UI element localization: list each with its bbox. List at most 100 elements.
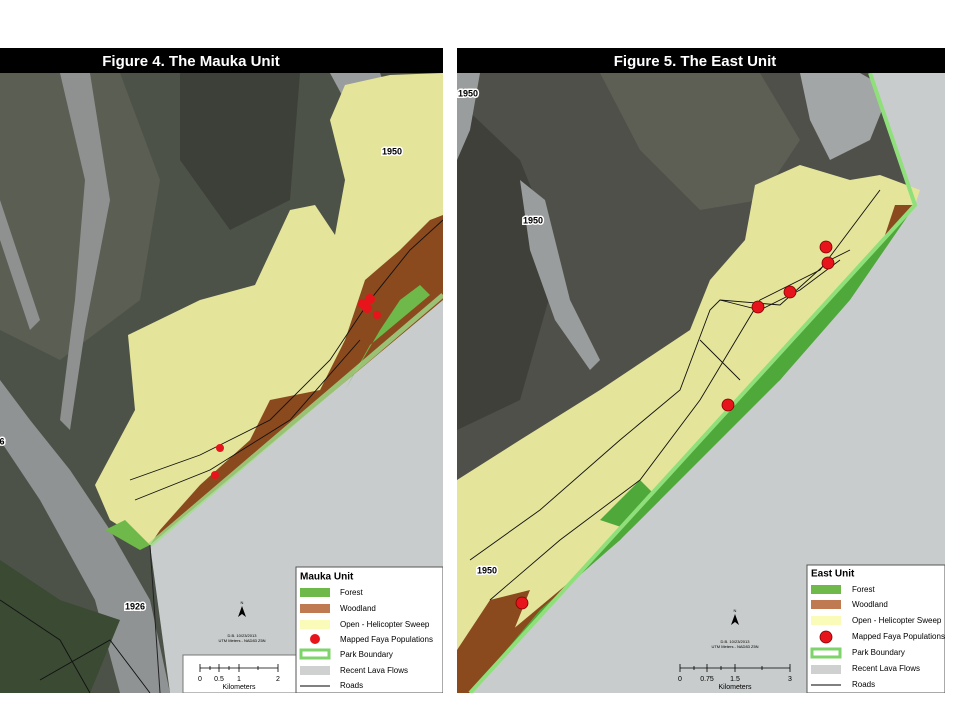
credit: UTM Meters - NAD83 Z5N (218, 638, 265, 643)
scale-unit: Kilometers (222, 684, 256, 691)
faya-point (819, 240, 833, 254)
legend-label: Forest (852, 585, 875, 594)
forest (600, 480, 660, 530)
title-bar (0, 48, 443, 73)
road (129, 219, 443, 481)
north-arrow (238, 606, 246, 617)
terrain (0, 560, 120, 693)
legend-title: East Unit (811, 569, 855, 580)
legend-swatch (300, 588, 330, 597)
road (489, 189, 881, 601)
legend-swatch (819, 630, 833, 644)
faya-point (821, 256, 835, 270)
legend-swatch (300, 620, 330, 629)
road (699, 259, 841, 381)
road (0, 599, 151, 693)
map: 1950 1926 6 N D.B. 10/23/2013 UTM Meters… (0, 73, 443, 693)
legend-swatch (811, 585, 841, 594)
lava-flow (0, 200, 40, 330)
scale-tick: 2 (276, 676, 280, 683)
legend-title: Mauka Unit (300, 572, 354, 583)
faya-point (515, 596, 529, 610)
legend-label: Park Boundary (340, 650, 393, 659)
terrain (0, 73, 160, 360)
legend-label: Recent Lava Flows (340, 666, 408, 675)
lava-flow (0, 380, 170, 693)
legend-label: Mapped Faya Populations (340, 635, 433, 644)
legend-label: Woodland (340, 604, 376, 613)
scale-bar (199, 664, 279, 672)
forest (345, 285, 430, 390)
lava-label: 1950 (458, 88, 478, 98)
map: 1950 1950 1950 N D.B. 10/23/2013 UTM Met… (457, 73, 945, 693)
faya-point (721, 398, 735, 412)
legend-swatch (300, 604, 330, 613)
scale-tick: 0.5 (214, 676, 224, 683)
credit: D.B. 10/23/2013 (228, 633, 258, 638)
terrain (600, 73, 800, 210)
faya-point (216, 444, 224, 452)
legend-swatch (300, 666, 330, 675)
legend-label: Forest (340, 588, 363, 597)
scale-tick: 0 (678, 676, 682, 683)
credit: UTM Meters - NAD83 Z5N (711, 644, 758, 649)
faya-point (373, 311, 381, 319)
ocean (470, 73, 945, 693)
faya-point (783, 285, 797, 299)
park-boundary (148, 293, 443, 547)
forest (105, 520, 150, 550)
legend: East Unit Forest Woodland Open - Helicop… (806, 564, 945, 693)
north-label: N (734, 608, 737, 613)
open-area (457, 165, 920, 693)
legend-label: Recent Lava Flows (852, 664, 920, 673)
legend-label: Mapped Faya Populations (852, 632, 945, 641)
scale-bar (679, 664, 791, 672)
scale-unit: Kilometers (718, 684, 752, 691)
figure-title: Figure 4. The Mauka Unit (102, 53, 280, 70)
lava-label: 1950 (382, 146, 402, 156)
park-boundary (468, 73, 918, 693)
lava-flow (60, 73, 110, 430)
title-bar (457, 48, 945, 73)
scale-box (182, 654, 297, 693)
road (134, 339, 361, 501)
faya-points (515, 240, 835, 610)
lava-flow (800, 73, 890, 160)
credit: D.B. 10/23/2013 (721, 639, 751, 644)
open-area (95, 73, 443, 545)
lava-label: 1950 (477, 565, 497, 575)
legend-label: Open - Helicopter Sweep (852, 616, 942, 625)
legend-label: Park Boundary (852, 648, 905, 657)
lava-label: 1926 (125, 601, 145, 611)
faya-point (211, 471, 219, 479)
lava-label: 6 (0, 436, 5, 446)
legend-swatch (811, 665, 841, 674)
faya-point (751, 300, 765, 314)
faya-point (362, 303, 372, 313)
scale-tick: 0 (198, 676, 202, 683)
legend-label: Open - Helicopter Sweep (340, 620, 430, 629)
scale-tick: 0.75 (700, 676, 714, 683)
legend-label: Roads (340, 681, 363, 690)
north-arrow (731, 614, 739, 625)
terrain (180, 73, 300, 230)
figure-title: Figure 5. The East Unit (614, 53, 777, 70)
north-label: N (241, 600, 244, 605)
legend-swatch (299, 648, 331, 660)
legend-label: Roads (852, 680, 875, 689)
legend-label: Woodland (852, 600, 888, 609)
faya-points (211, 294, 381, 479)
woodland (457, 590, 530, 693)
legend-swatch (310, 634, 320, 644)
legend-swatch (811, 616, 841, 625)
scale-tick: 1.5 (730, 676, 740, 683)
scale-tick: 3 (788, 676, 792, 683)
faya-point (365, 294, 375, 304)
legend-swatch (810, 647, 842, 659)
lava-label: 1950 (523, 215, 543, 225)
scale-tick: 1 (237, 676, 241, 683)
road (469, 249, 851, 561)
terrain (457, 100, 560, 430)
